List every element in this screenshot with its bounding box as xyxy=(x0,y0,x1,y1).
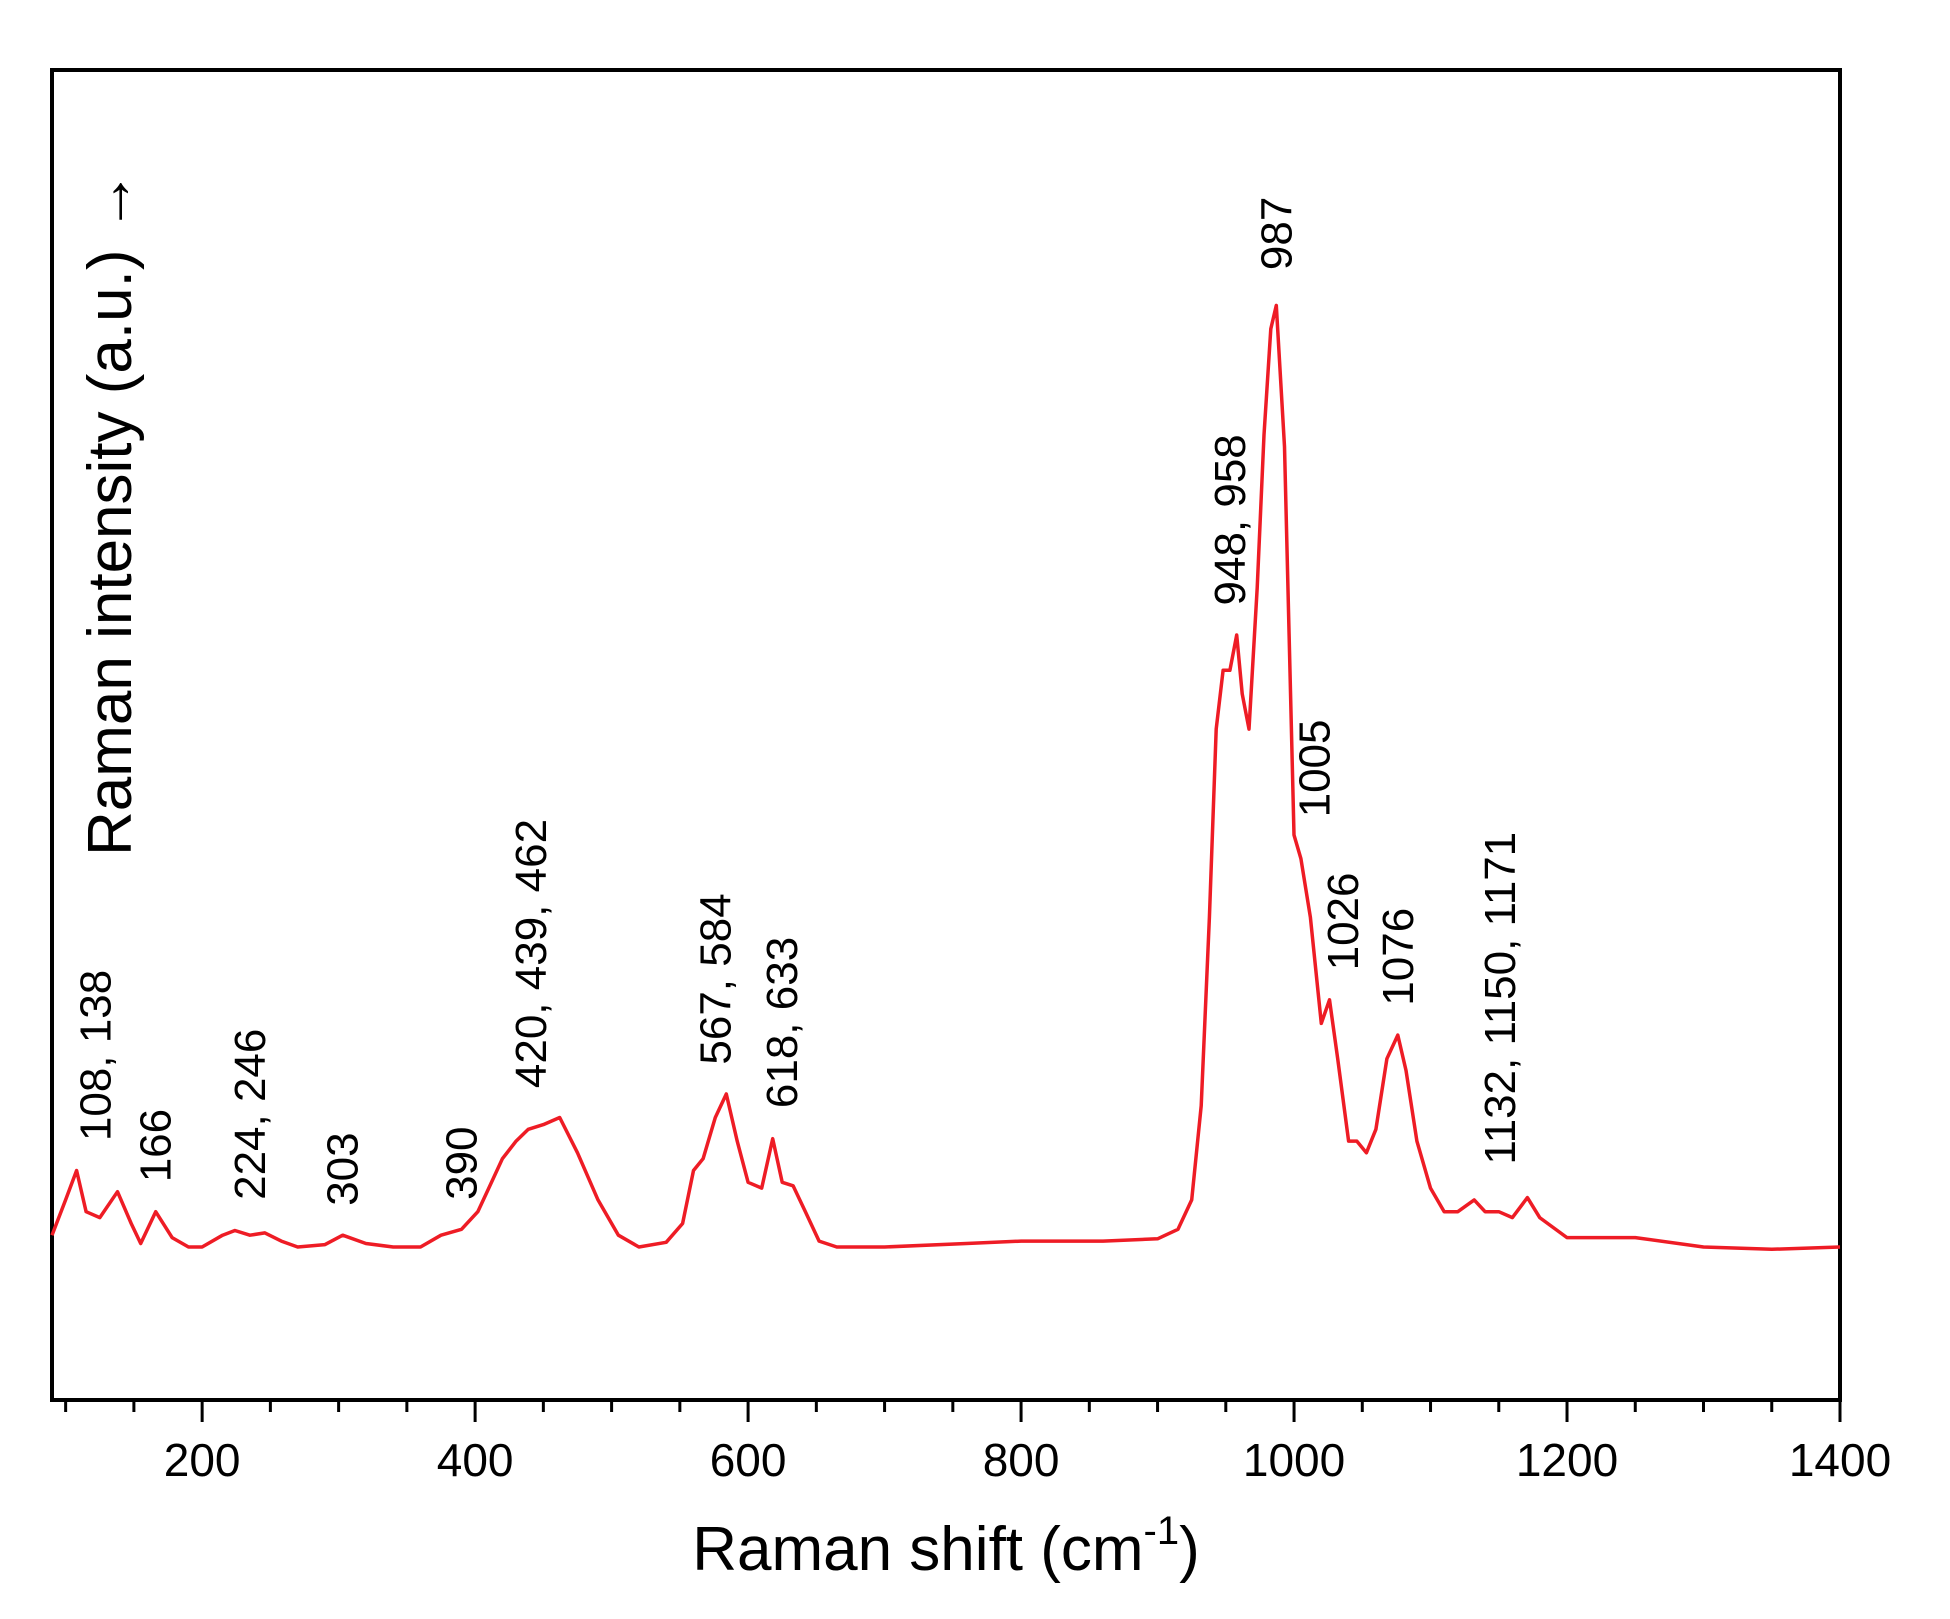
peak-label: 166 xyxy=(132,1109,181,1182)
peak-label: 567, 584 xyxy=(691,893,740,1064)
peak-label: 108, 138 xyxy=(72,970,121,1141)
x-axis-ticks xyxy=(64,1400,1842,1422)
peak-label: 948, 958 xyxy=(1206,434,1255,605)
x-tick-label: 600 xyxy=(710,1434,787,1486)
peak-label: 1026 xyxy=(1319,873,1368,971)
x-tick-label: 1000 xyxy=(1243,1434,1345,1486)
peak-label: 618, 633 xyxy=(758,937,807,1108)
x-tick-label: 1200 xyxy=(1516,1434,1618,1486)
x-tick-label: 1400 xyxy=(1789,1434,1891,1486)
series-line xyxy=(50,303,1841,1252)
x-axis-tick-labels: 200 400 600 800 1000 1200 1400 xyxy=(164,1434,1891,1486)
x-axis-title-end: ) xyxy=(1179,1515,1200,1584)
peak-label: 1076 xyxy=(1374,908,1423,1006)
x-axis-title-text: Raman shift (cm xyxy=(692,1515,1143,1584)
peak-label: 303 xyxy=(319,1132,368,1205)
peak-label: 1132, 1150, 1171 xyxy=(1476,832,1525,1165)
x-axis-title-superscript: -1 xyxy=(1144,1509,1180,1553)
y-axis-title: Raman intensity (a.u.) → xyxy=(76,170,145,856)
peak-label: 1005 xyxy=(1291,720,1340,818)
x-tick-label: 800 xyxy=(983,1434,1060,1486)
plot-frame xyxy=(50,68,1842,1402)
x-tick-label: 200 xyxy=(164,1434,241,1486)
peak-label: 987 xyxy=(1252,197,1301,270)
x-axis-title: Raman shift (cm-1) xyxy=(692,1509,1200,1584)
peak-label: 224, 246 xyxy=(226,1029,275,1200)
peak-label: 390 xyxy=(438,1126,487,1199)
peak-label: 420, 439, 462 xyxy=(507,819,556,1088)
x-tick-label: 400 xyxy=(437,1434,514,1486)
